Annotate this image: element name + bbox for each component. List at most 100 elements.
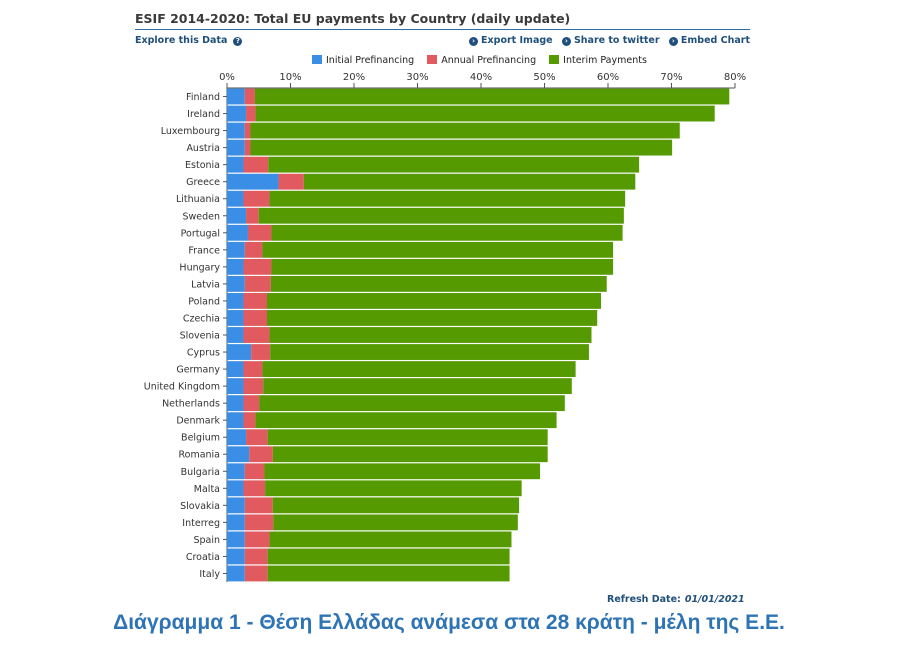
category-label: France	[188, 245, 220, 256]
bar-segment-annual	[244, 275, 271, 292]
bar-segment-interim	[255, 105, 715, 122]
bar-segment-initial	[227, 241, 245, 258]
x-tick-label: 0%	[219, 72, 235, 83]
bar-segment-interim	[269, 531, 512, 548]
bar-segment-annual	[243, 480, 266, 497]
bar-segment-annual	[243, 190, 270, 207]
embed-chart-label: Embed Chart	[680, 35, 750, 46]
bar-segment-initial	[227, 497, 245, 514]
category-label: Cyprus	[187, 348, 220, 359]
bar-segment-annual	[249, 446, 273, 463]
title-divider	[135, 29, 750, 30]
category-label: Hungary	[179, 262, 220, 273]
x-tick-label: 80%	[724, 72, 746, 83]
chart-legend: Initial Prefinancing Annual Prefinancing…	[312, 55, 657, 66]
bar-segment-initial	[227, 105, 247, 122]
bar-segment-annual	[278, 173, 304, 190]
legend-label-annual: Annual Prefinancing	[441, 55, 537, 66]
explore-data-link[interactable]: Explore this Data?	[135, 35, 243, 46]
legend-label-initial: Initial Prefinancing	[326, 55, 415, 66]
legend-item-initial[interactable]: Initial Prefinancing	[312, 55, 414, 66]
x-tick-label: 50%	[533, 72, 555, 83]
bar-segment-annual	[244, 497, 273, 514]
export-image-label: Export Image	[481, 35, 553, 46]
category-label: Bulgaria	[181, 467, 220, 478]
refresh-info: Refresh Date: 01/01/2021	[607, 594, 745, 605]
explore-data-label: Explore this Data	[135, 35, 228, 46]
bar-segment-initial	[227, 480, 244, 497]
category-label: Malta	[194, 484, 220, 495]
bar-segment-annual	[244, 565, 268, 582]
category-label: Sweden	[182, 211, 220, 222]
bar-segment-interim	[269, 327, 592, 343]
share-twitter-button[interactable]: › Share to twitter	[561, 35, 660, 46]
bar-segment-annual	[243, 258, 272, 275]
stacked-bar-chart: 0% 10% 20% 30% 40% 50% 60% 70% 80% Finland Ireland…	[144, 72, 746, 582]
x-tick-label: 60%	[597, 72, 619, 83]
legend-item-interim[interactable]: Interim Payments	[549, 55, 647, 66]
bar-segment-initial	[227, 361, 244, 377]
bar-segment-initial	[227, 531, 245, 548]
share-twitter-label: Share to twitter	[573, 35, 660, 46]
category-label: Finland	[186, 92, 220, 103]
category-label: Latvia	[191, 279, 220, 290]
bar-segment-interim	[254, 88, 730, 105]
figure-caption: Διάγραμμα 1 - Θέση Ελλάδας ανάμεσα στα 2…	[113, 611, 785, 634]
bar-segment-interim	[270, 344, 589, 360]
bar-segment-initial	[227, 139, 245, 156]
share-icon: ›	[561, 37, 571, 46]
category-label: Slovenia	[180, 331, 220, 342]
bar-segment-initial	[227, 327, 244, 343]
bar-segment-annual	[243, 293, 268, 309]
category-label: Netherlands	[162, 399, 220, 410]
bar-segment-annual	[243, 412, 256, 429]
bar-segment-interim	[269, 190, 626, 207]
bar-segment-initial	[227, 378, 244, 395]
bar-segment-annual	[246, 105, 256, 122]
bar-segment-interim	[270, 275, 607, 292]
bar-segment-initial	[227, 88, 245, 105]
category-label: Ireland	[187, 109, 220, 120]
category-label: Croatia	[186, 552, 220, 563]
bar-segment-annual	[244, 548, 268, 565]
legend-item-annual[interactable]: Annual Prefinancing	[427, 55, 536, 66]
bar-segment-initial	[227, 463, 245, 480]
bar-segment-annual	[243, 395, 260, 412]
bar-segment-initial	[227, 310, 244, 326]
x-tick-label: 10%	[279, 72, 301, 83]
category-label: Poland	[188, 296, 220, 307]
bar-segment-interim	[268, 156, 640, 173]
export-icon: ›	[469, 37, 479, 46]
embed-chart-button[interactable]: › Embed Chart	[668, 35, 750, 46]
bar-segment-initial	[227, 275, 245, 292]
category-label: Luxembourg	[161, 126, 220, 137]
bar-segment-annual	[243, 327, 270, 343]
category-label: Austria	[186, 143, 220, 154]
legend-swatch-interim	[549, 55, 560, 64]
bar-segment-interim	[264, 463, 541, 480]
bar-segment-interim	[267, 293, 602, 309]
info-icon: ?	[233, 37, 243, 46]
x-tick-label: 40%	[470, 72, 492, 83]
bar-segment-annual	[251, 344, 271, 360]
bar-segment-interim	[303, 173, 636, 190]
bar-segment-annual	[243, 378, 264, 395]
bar-segment-interim	[271, 224, 623, 241]
bar-segment-initial	[227, 429, 247, 446]
bar-segment-annual	[243, 361, 263, 377]
bar-segment-annual	[244, 88, 255, 105]
bar-segment-annual	[244, 122, 251, 139]
bar-segment-annual	[246, 207, 259, 224]
category-label: Germany	[176, 365, 220, 376]
refresh-date: 01/01/2021	[684, 594, 745, 605]
bar-segment-interim	[258, 207, 624, 224]
bar-segment-interim	[272, 446, 548, 463]
category-label: Lithuania	[176, 194, 220, 205]
x-tick-label: 30%	[406, 72, 428, 83]
bar-segment-interim	[265, 480, 522, 497]
bar-segment-initial	[227, 446, 250, 463]
export-image-button[interactable]: › Export Image	[469, 35, 553, 46]
category-label: Romania	[178, 450, 220, 461]
legend-swatch-annual	[427, 55, 438, 64]
bar-segment-interim	[259, 395, 565, 412]
